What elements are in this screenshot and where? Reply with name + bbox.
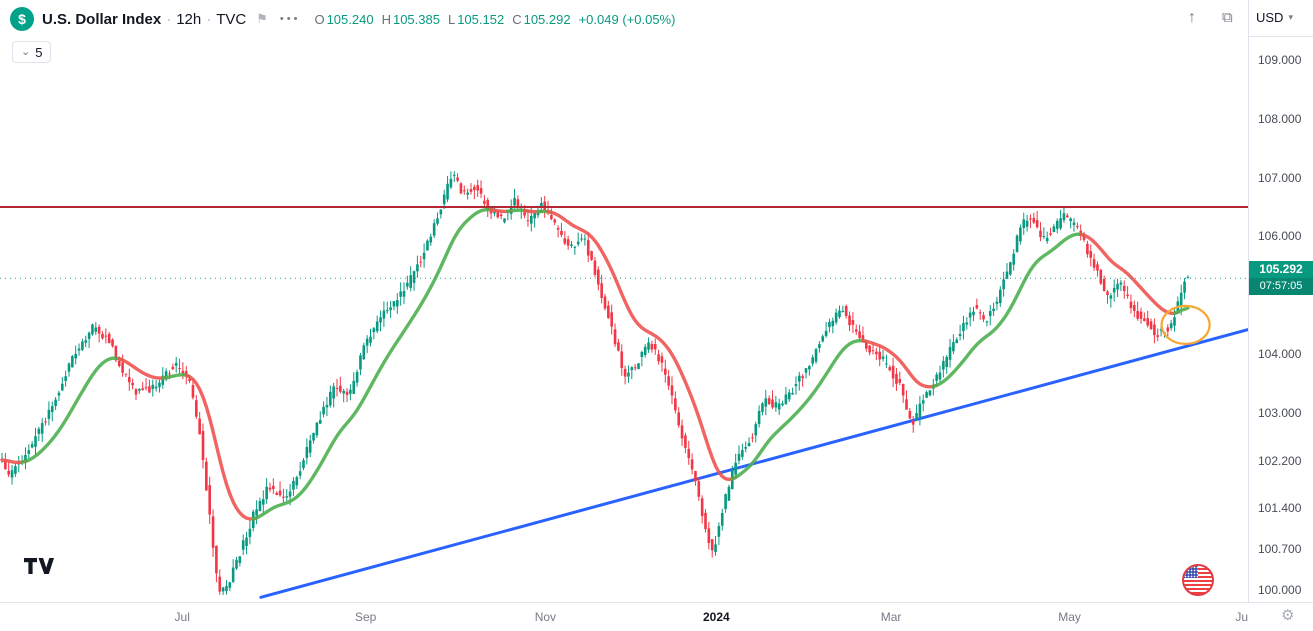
currency-label: USD — [1256, 10, 1284, 25]
close-value: 105.292 — [523, 11, 571, 27]
time-axis-label: May — [1058, 610, 1081, 624]
ma-segment — [251, 207, 497, 521]
high-label: H — [381, 11, 391, 27]
open-value: 105.240 — [326, 11, 374, 27]
current-price-badge: 105.292 07:57:05 — [1249, 261, 1313, 296]
indicators-count: 5 — [35, 44, 43, 60]
arrow-up-icon[interactable]: ↑ — [1188, 9, 1196, 26]
price-axis-label: 109.000 — [1258, 52, 1302, 67]
ma-segment — [861, 339, 939, 389]
more-options-icon[interactable]: ••• — [279, 13, 301, 25]
open-label: O — [314, 11, 325, 27]
symbol-logo-icon[interactable]: $ — [10, 7, 34, 31]
us-flag-icon[interactable] — [1182, 564, 1214, 596]
exchange-label: TVC — [216, 10, 247, 28]
current-price-value: 105.292 — [1259, 262, 1303, 277]
bar-countdown: 07:57:05 — [1249, 278, 1313, 296]
low-label: L — [447, 11, 456, 27]
title-separator: · — [166, 10, 172, 28]
candle-wicks-layer — [1, 171, 1189, 595]
chart-plot[interactable] — [0, 0, 1248, 602]
price-axis-label: 102.200 — [1258, 453, 1302, 468]
ma-segment — [20, 356, 125, 464]
price-axis-label: 104.000 — [1258, 347, 1302, 362]
usd-divider — [1248, 36, 1313, 37]
settings-gear-icon[interactable]: ⚙ — [1281, 607, 1295, 624]
chart-header: $ U.S. Dollar Index · 12h · TVC ⚑ ••• O … — [10, 0, 675, 38]
interval-label[interactable]: 12h — [176, 10, 202, 28]
ma-segment — [546, 209, 738, 482]
candle-bodies-layer — [0, 174, 1190, 592]
time-axis-label: Jul — [174, 610, 190, 624]
time-axis-label: Sep — [354, 610, 377, 624]
highlight-circle[interactable] — [1160, 304, 1211, 345]
low-value: 105.152 — [457, 11, 505, 27]
price-axis-label: 101.400 — [1258, 500, 1302, 515]
price-axis-divider — [1248, 0, 1249, 602]
time-axis-label: Mar — [880, 610, 902, 624]
time-axis-label: Nov — [534, 610, 557, 624]
price-axis-label: 107.000 — [1258, 170, 1302, 185]
time-axis-divider — [0, 602, 1313, 603]
chevron-down-icon: ▾ — [1288, 12, 1293, 22]
symbol-title[interactable]: U.S. Dollar Index — [42, 10, 162, 28]
indicators-collapsed-toggle[interactable]: ⌄ 5 — [12, 41, 52, 63]
ma-segment — [1079, 232, 1180, 315]
symbol-logo-text: $ — [18, 11, 26, 27]
ma-segment — [117, 357, 168, 380]
change-value: +0.049 (+0.05%) — [578, 11, 676, 27]
ma-segment — [184, 373, 259, 521]
ma-segment — [730, 338, 868, 481]
tradingview-logo-icon — [24, 558, 54, 574]
price-axis-label: 100.000 — [1258, 583, 1302, 598]
close-label: C — [512, 11, 522, 27]
time-axis-label: Ju — [1235, 610, 1249, 624]
maximize-icon[interactable]: ⧉ — [1222, 9, 1233, 26]
price-axis-label: 106.000 — [1258, 229, 1302, 244]
us-flag-canton — [1184, 566, 1198, 578]
ascending-trendline[interactable] — [259, 328, 1248, 599]
instrument-flag-icon[interactable]: ⚑ — [256, 11, 268, 26]
ma-segment — [1172, 306, 1190, 315]
price-axis[interactable]: 109.000 108.000 107.000 106.000 104.000 103.0… — [1249, 0, 1313, 602]
title-separator: · — [206, 10, 212, 28]
price-axis-label: 108.000 — [1258, 111, 1302, 126]
ma-segment — [931, 232, 1086, 389]
chevron-down-icon: ⌄ — [21, 46, 31, 58]
time-axis[interactable]: Jul Sep Nov 2024 Mar May Ju — [0, 603, 1249, 631]
price-axis-label: 100.700 — [1258, 541, 1302, 556]
tradingview-logo[interactable] — [24, 558, 54, 579]
currency-dropdown[interactable]: USD ▾ — [1256, 10, 1293, 25]
high-value: 105.385 — [392, 11, 440, 27]
ohlc-readout: O 105.240 H 105.385 L 105.152 C 105.292 … — [314, 12, 675, 27]
price-axis-label: 103.000 — [1258, 406, 1302, 421]
time-axis-label: 2024 — [702, 610, 730, 624]
